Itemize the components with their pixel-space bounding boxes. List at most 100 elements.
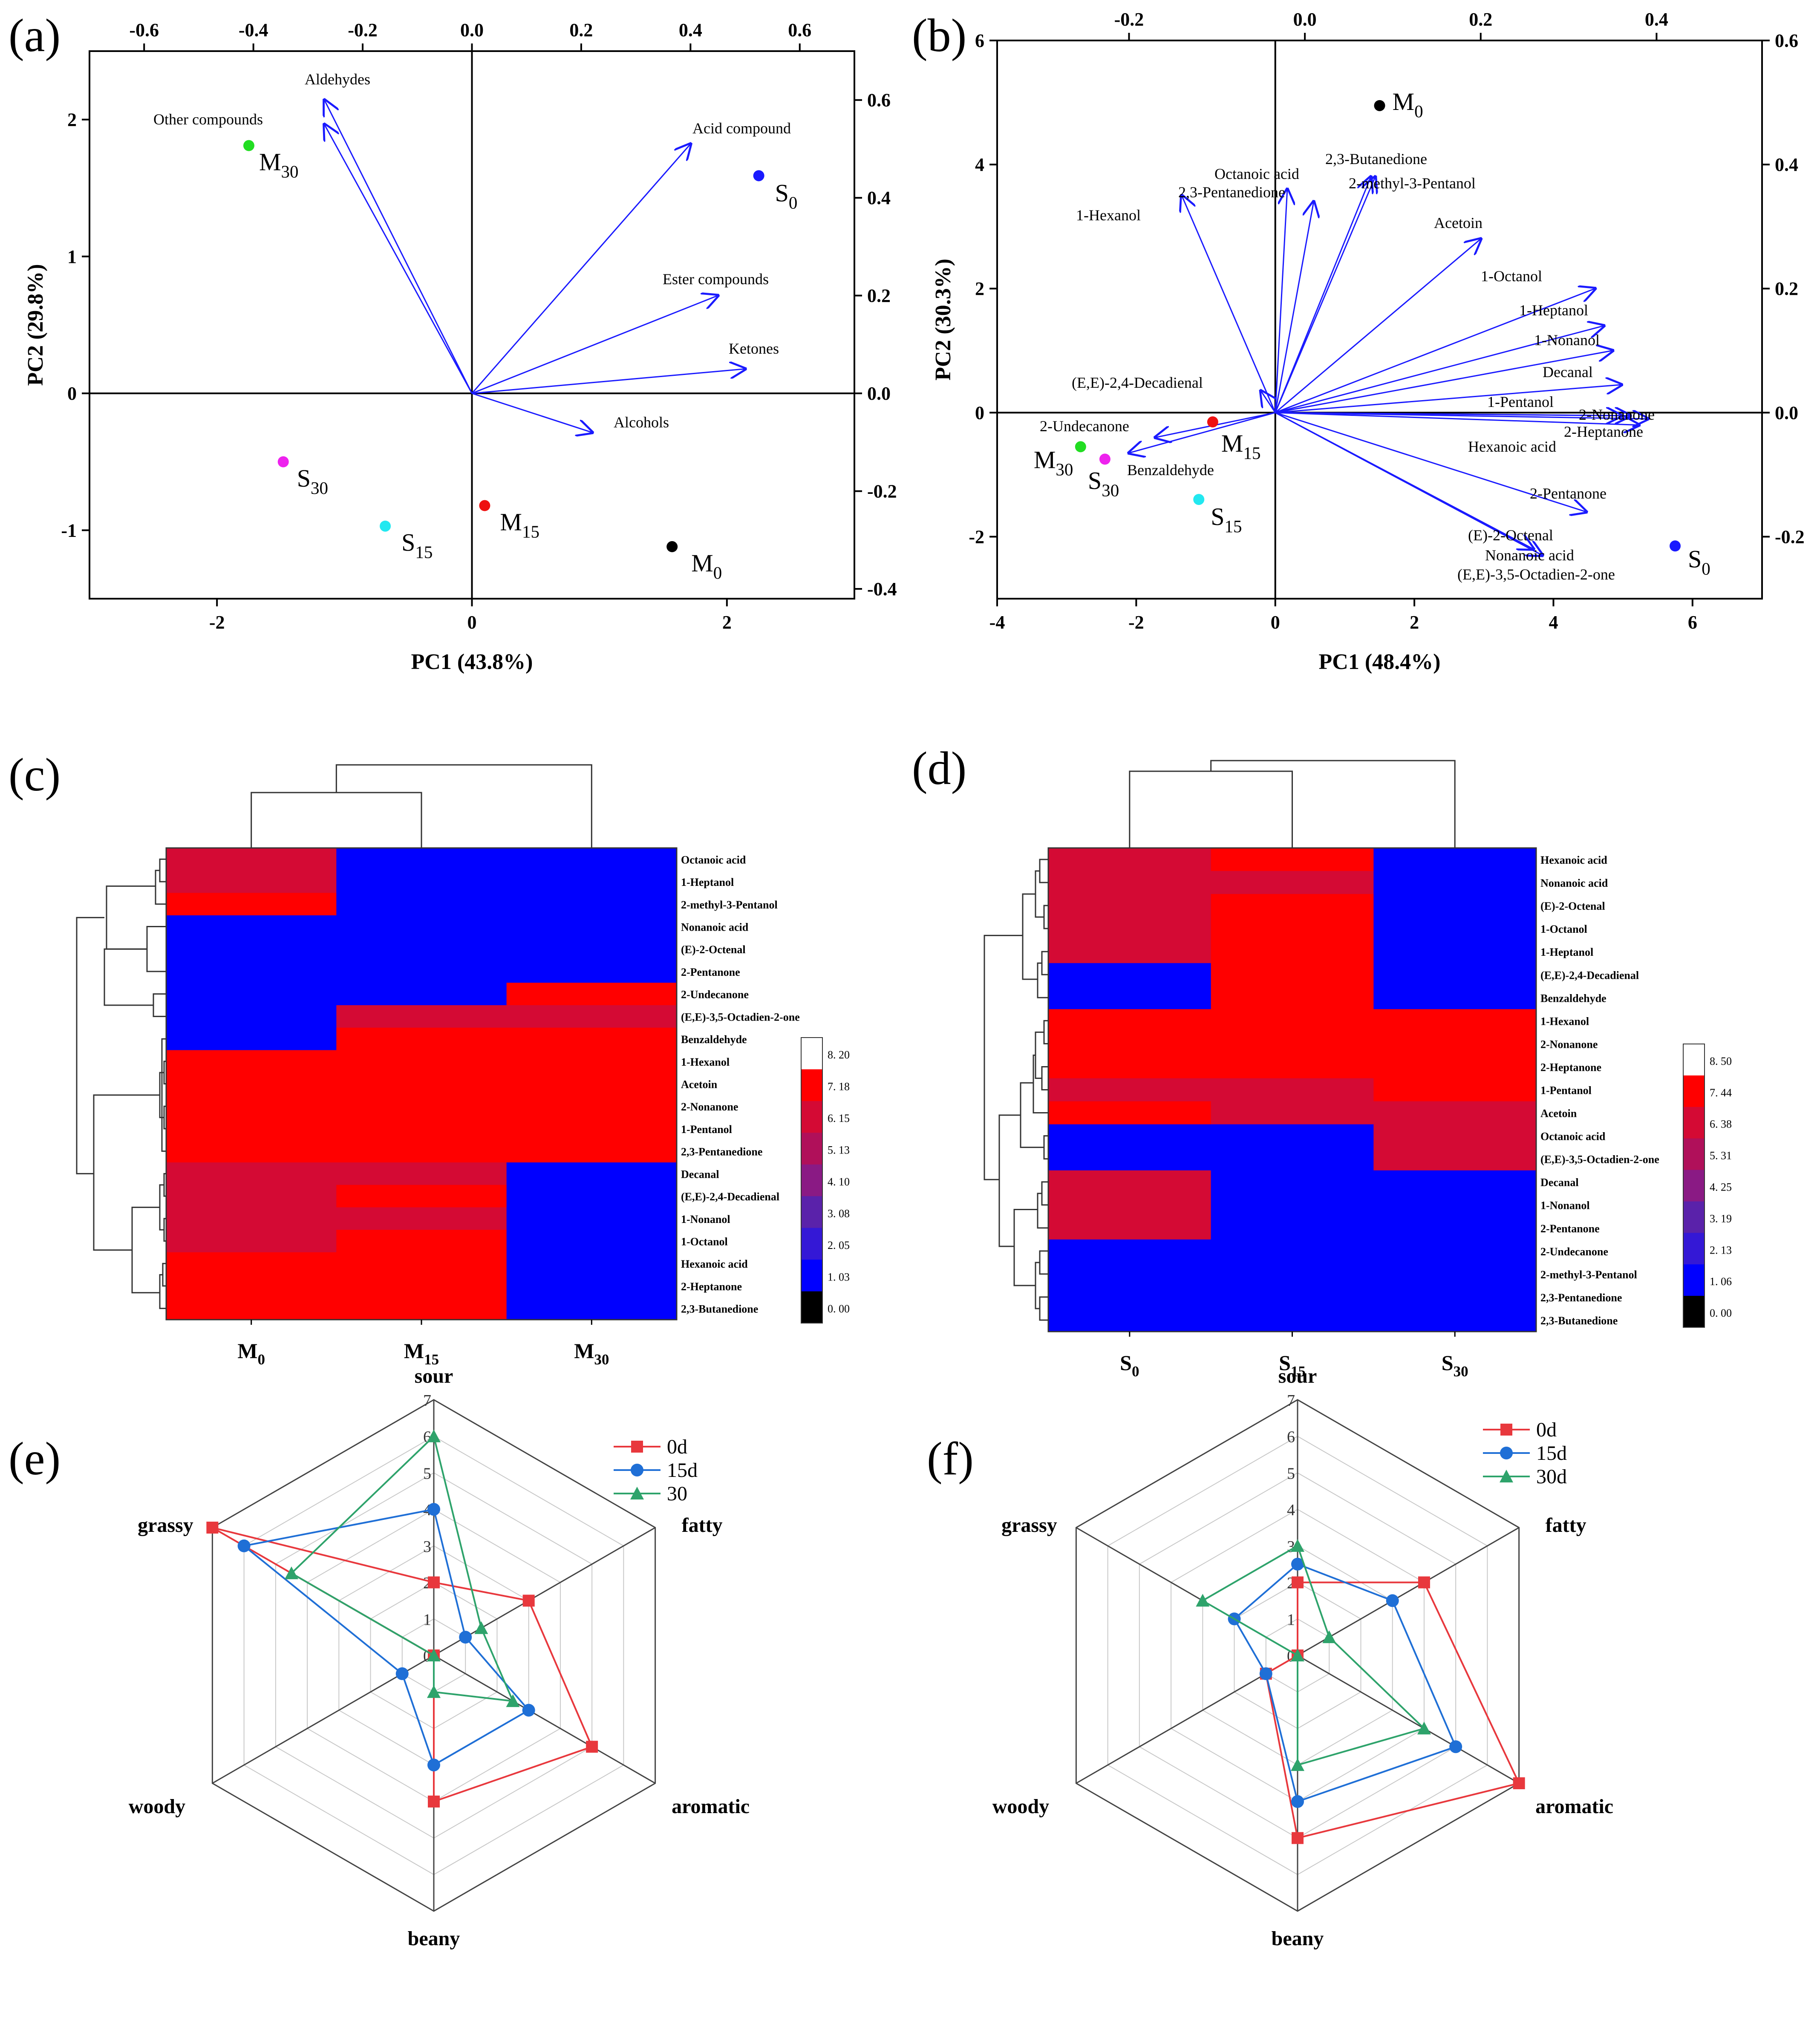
radar-series-marker [427, 1429, 441, 1442]
row-label: Benzaldehyde [681, 1033, 747, 1046]
loading-arrow [472, 392, 592, 433]
row-dendrogram [155, 870, 166, 905]
radar-series-marker [206, 1522, 219, 1534]
loading-arrow [1275, 288, 1595, 413]
arrow-label: 1-Hexanol [1076, 207, 1141, 224]
heatmap-cell [336, 1050, 507, 1073]
heatmap-cell [506, 1162, 677, 1185]
radar-series-marker [1513, 1777, 1525, 1789]
sample-point [753, 170, 764, 182]
heatmap-cell [1048, 1262, 1211, 1286]
right-tick-label: 0.6 [867, 90, 891, 111]
heatmap-cell [1373, 1262, 1537, 1286]
arrow-label: Other compounds [153, 111, 263, 128]
row-label: 1-Heptanol [1540, 946, 1593, 958]
heatmap-cell [1048, 848, 1211, 871]
x-tick-label: 2 [1410, 612, 1419, 633]
heatmap-cell [1211, 848, 1374, 871]
row-label: (E,E)-3,5-Octadien-2-one [681, 1011, 800, 1023]
heatmap-cell [1211, 963, 1374, 986]
radar-series-marker [1196, 1594, 1210, 1607]
scale-tick-label: 8. 50 [1710, 1055, 1732, 1067]
x-tick-label: 0 [467, 612, 477, 633]
heatmap-cell [1373, 1308, 1537, 1332]
heatmap-cell [336, 1252, 507, 1275]
row-dendrogram [1039, 859, 1048, 883]
heatmap-cell [506, 1274, 677, 1298]
scale-swatch [1683, 1264, 1705, 1296]
loading-arrow [1261, 391, 1275, 413]
heatmap-cell [506, 1005, 677, 1028]
radar-series-marker [522, 1594, 535, 1607]
top-tick-label: 0.6 [788, 20, 811, 40]
sample-point [1670, 540, 1681, 552]
heatmap-cell [336, 848, 507, 871]
radar-tick-label: 6 [1287, 1428, 1295, 1446]
pca-biplot-a: -2 0 2 -1 0 1 2 -0.6 -0.4 -0.2 0.0 0.2 0.4 0.6 -0.4 -0.… [23, 20, 897, 674]
radar-tick-label: 5 [423, 1465, 431, 1482]
radar-series-marker [1291, 1795, 1304, 1808]
plot-frame [996, 40, 1763, 600]
scale-swatch [801, 1164, 822, 1197]
scale-swatch [1683, 1201, 1705, 1233]
heatmap-cell [336, 960, 507, 983]
row-label: 2-Nonanone [681, 1101, 738, 1113]
heatmap-cell [336, 1162, 507, 1185]
heatmap-cell [1048, 1147, 1211, 1171]
sample-point [1374, 100, 1385, 111]
heatmap-cell [506, 1095, 677, 1118]
legend-marker [631, 1441, 643, 1453]
heatmap-cell [1048, 1032, 1211, 1055]
row-dendrogram [1039, 1250, 1048, 1275]
heatmap-cell [166, 1095, 337, 1118]
heatmap-cell [1211, 1009, 1374, 1032]
heatmap-cell [506, 1073, 677, 1096]
radar-series-marker [1292, 1832, 1304, 1844]
legend-marker [631, 1464, 643, 1476]
row-label: Decanal [681, 1168, 719, 1180]
heatmap-cell [1373, 1009, 1537, 1032]
heatmap-cell [166, 1050, 337, 1073]
heatmap-cell [166, 1005, 337, 1028]
y-tick-label: 6 [975, 30, 984, 51]
row-label: 2-Pentanone [681, 966, 740, 978]
heatmap-cell [506, 848, 677, 871]
x-axis-title: PC1 (48.4%) [1319, 650, 1441, 674]
top-tick-label: 0.0 [1293, 9, 1317, 30]
heatmap-cell [166, 1207, 337, 1230]
heatmap-cell [1211, 1101, 1374, 1125]
scale-swatch [1683, 1044, 1705, 1076]
heatmap-cell [166, 1274, 337, 1298]
radar-axis-label: grassy [138, 1514, 193, 1537]
radar-series-marker [1292, 1576, 1304, 1589]
sample-label: S30 [1088, 467, 1119, 500]
heatmap-cell [166, 1117, 337, 1140]
heatmap-cell [506, 937, 677, 961]
scale-tick-label: 4. 10 [828, 1176, 850, 1188]
heatmap-cell [336, 915, 507, 938]
heatmap-d: Hexanoic acid Nonanoic acid (E)-2-Octenal 1… [984, 760, 1732, 1380]
radar-axis-label: fatty [682, 1514, 723, 1537]
heatmap-cell [336, 1117, 507, 1140]
scale-swatch [801, 1196, 822, 1228]
loading-arrow [1129, 412, 1276, 453]
scale-frame [801, 1037, 823, 1323]
heatmap-cell [336, 1185, 507, 1208]
heatmap-cell [1211, 986, 1374, 1009]
radar-tick-label: 4 [1287, 1501, 1295, 1519]
radar-tick-label: 3 [423, 1538, 431, 1556]
arrow-label: Nonanoic acid [1485, 547, 1574, 564]
sample-point [243, 140, 254, 151]
loading-arrow [471, 296, 718, 394]
arrow-label: 2-Undecanone [1040, 418, 1129, 435]
scale-tick-label: 1. 03 [828, 1271, 850, 1283]
radar-series-marker [506, 1694, 520, 1707]
heatmap-cell [336, 983, 507, 1006]
scale-tick-label: 2. 13 [1710, 1244, 1732, 1256]
top-tick-label: -0.6 [129, 20, 159, 40]
radar-axis-label: beany [408, 1927, 460, 1950]
heatmap-cell [1211, 1032, 1374, 1055]
radar-tick-label: 5 [1287, 1465, 1295, 1482]
radar-axis-label: grassy [1001, 1514, 1057, 1537]
